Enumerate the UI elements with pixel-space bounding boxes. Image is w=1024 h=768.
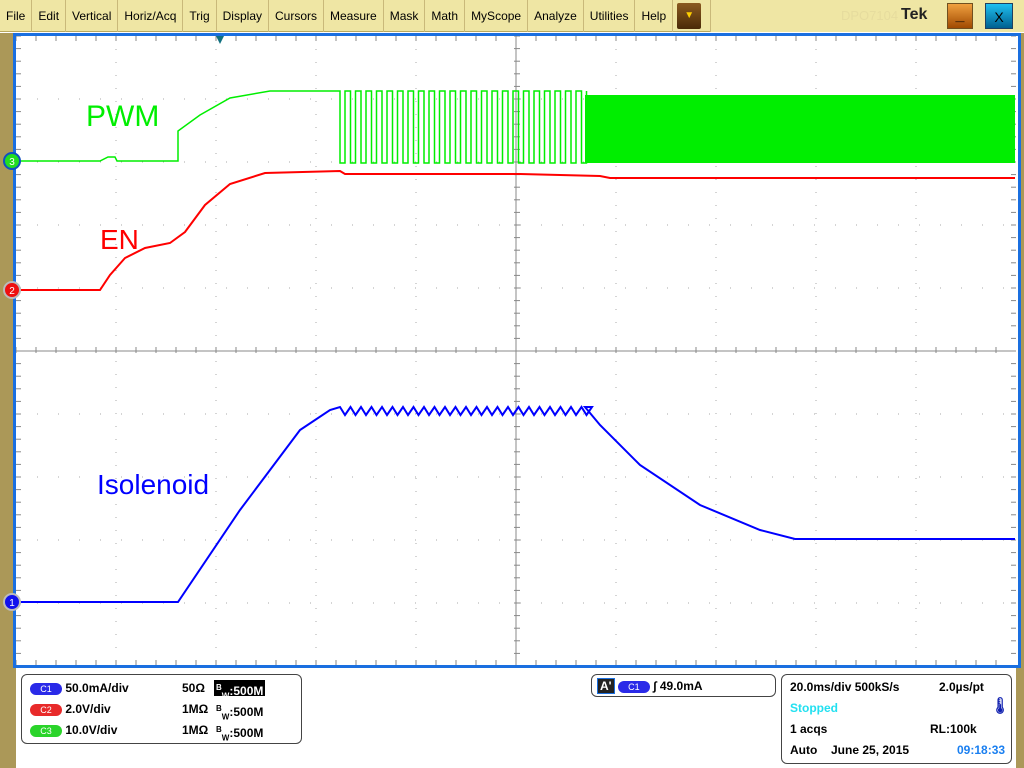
c2-scale: 2.0V/div [65,702,111,716]
menu-myscope[interactable]: MyScope [465,0,529,32]
menu-math[interactable]: Math [425,0,466,32]
resolution: 2.0µs/pt [939,680,984,694]
c2-bandwidth: BW:500M [216,704,264,722]
c2-impedance: 1MΩ [182,702,209,716]
channel-row-c1[interactable]: C1 50.0mA/div [30,680,129,696]
model-name: DPO7104 [841,8,899,23]
title-area: DPO7104 Tek _ X [710,0,1024,32]
minimize-button[interactable]: _ [947,3,973,29]
channel-row-c2[interactable]: C2 2.0V/div [30,701,111,717]
menu-vertical[interactable]: Vertical [66,0,119,32]
left-strip [0,33,13,668]
c3-scale: 10.0V/div [65,723,118,737]
menu-analyze[interactable]: Analyze [528,0,584,32]
tek-logo: Tek [901,6,928,23]
c1-badge: C1 [30,683,62,695]
channel-row-c3[interactable]: C3 10.0V/div [30,722,117,738]
c1-bandwidth: BW:500M [214,680,266,700]
graticule: PWM EN Isolenoid [13,33,1021,668]
date: June 25, 2015 [831,743,910,757]
bottom-right-strip [1016,668,1024,768]
rising-edge-icon: ∫ [653,679,657,693]
right-strip [1020,33,1024,668]
menu-cursors[interactable]: Cursors [269,0,325,32]
en-trace [20,169,1015,291]
run-status: Stopped [790,701,838,715]
trigger-readout[interactable]: A' C1 ∫ 49.0mA [591,674,776,697]
pwm-trace [20,90,588,164]
dropdown-arrow-icon[interactable]: ▼ [677,2,702,29]
menu-mask[interactable]: Mask [384,0,426,32]
time: 09:18:33 [957,743,1006,757]
isolenoid-trace [20,405,1015,603]
menu-measure[interactable]: Measure [324,0,384,32]
c1-scale: 50.0mA/div [65,681,129,695]
menu-trig[interactable]: Trig [183,0,217,32]
trigger-source: C1 [617,681,650,693]
trigger-row: A' C1 ∫ 49.0mA [597,678,703,694]
menu-file[interactable]: File [0,0,33,32]
channel-1-marker[interactable]: 1 [3,593,21,611]
record-length: RL:100k [930,722,977,736]
trigger-label: A' [597,678,615,694]
menu-horiz-acq[interactable]: Horiz/Acq [118,0,184,32]
channel-2-marker[interactable]: 2 [3,281,21,299]
acq-count: 1 acqs [790,722,828,736]
trigger-position-icon [216,36,224,44]
acquisition-panel[interactable]: 20.0ms/div 500kS/s 2.0µs/pt Stopped 🌡︎ 1… [781,674,1012,764]
c1-impedance: 50Ω [182,681,205,695]
menu-display[interactable]: Display [217,0,269,32]
label-isolenoid: Isolenoid [97,469,210,500]
thermometer-icon: 🌡︎ [990,698,1011,715]
menu-edit[interactable]: Edit [32,0,67,32]
waveform-display [16,36,1016,665]
c3-badge: C3 [30,725,62,737]
c3-bandwidth: BW:500M [216,725,264,743]
sample-rate: 500kS/s [854,680,900,694]
c3-impedance: 1MΩ [182,723,209,737]
pwm-dense-trace [585,95,1015,163]
trigger-level: 49.0mA [659,679,703,693]
trigger-mode: Auto [790,743,818,757]
label-en: EN [100,224,139,255]
channel-readout-panel[interactable]: C1 50.0mA/div 50Ω BW:500M C2 2.0V/div 1M… [21,674,302,744]
c2-badge: C2 [30,704,62,716]
menu-utilities[interactable]: Utilities [584,0,636,32]
timebase: 20.0ms/div [790,680,852,694]
label-pwm: PWM [86,100,160,133]
close-button[interactable]: X [985,3,1013,29]
bottom-left-strip [0,668,16,768]
channel-3-marker[interactable]: 3 [3,152,21,170]
menu-help[interactable]: Help [635,0,674,32]
